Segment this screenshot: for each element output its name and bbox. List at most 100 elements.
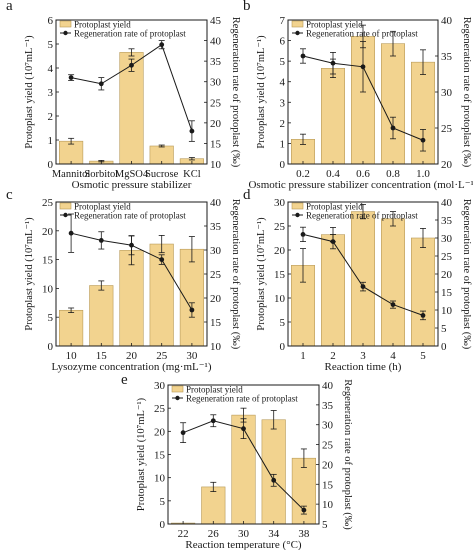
- chart-panel-b: 0 1 2 3 4 5 6 7 20 25 30 35 40 0.2 0.4 0.6 0.8 1.0Osmotic…: [243, 0, 473, 191]
- line-point-e-0: [180, 430, 186, 436]
- y-tick-label-b-4: 4: [280, 77, 286, 89]
- y2-tick-label-c-0: 10: [210, 341, 222, 353]
- x-tick-label-e-0: 22: [178, 528, 189, 540]
- y-axis-title-d: Protoplast yield (10⁷mL⁻¹): [256, 217, 267, 331]
- line-point-a-2: [129, 62, 134, 68]
- y2-tick-label-d-5: 25: [441, 251, 453, 263]
- y-tick-label-c-0: 0: [48, 341, 54, 353]
- x-axis-title-c: Lysozyme concentration (mg·mL⁻¹): [52, 361, 212, 373]
- y2-tick-label-c-1: 15: [210, 317, 222, 329]
- y-tick-label-d-0: 0: [280, 341, 286, 353]
- y-tick-label-d-6: 30: [274, 197, 286, 209]
- legend-bar-label-c: Protoplast yield: [74, 202, 131, 212]
- y-tick-label-e-3: 15: [154, 450, 166, 462]
- x-axis-title-b: Osmotic pressure stabilizer concentratio…: [248, 179, 473, 191]
- legend-bar-label-e: Protoplast yield: [186, 385, 243, 395]
- bar-c-1: [89, 285, 114, 347]
- y-tick-label-d-2: 10: [274, 293, 286, 305]
- x-tick-label-b-3: 0.8: [386, 168, 400, 180]
- y-tick-label-e-4: 20: [154, 426, 166, 438]
- x-axis-title-d: Reaction time (h): [325, 361, 402, 373]
- y-tick-label-e-6: 30: [154, 380, 166, 392]
- bar-error-d-4: [420, 227, 426, 249]
- y2-tick-label-d-4: 20: [441, 269, 453, 281]
- line-point-c-2: [129, 242, 134, 248]
- line-point-b-3: [390, 125, 396, 131]
- y2-tick-label-a-4: 30: [210, 77, 222, 89]
- panel-letter-e: e: [121, 372, 128, 388]
- y-tick-label-b-7: 7: [280, 15, 286, 27]
- x-tick-label-b-2: 0.6: [356, 168, 370, 180]
- chart-panel-e: 0 5 10 15 20 25 30 5 10 15 20 25 30 35 40 22 26 30 34 38Rea…: [121, 372, 353, 550]
- line-point-e-2: [241, 426, 246, 432]
- x-axis-title-e: Reaction temperature (°C): [185, 539, 302, 550]
- bar-error-d-3: [390, 211, 396, 227]
- y-tick-label-a-6: 6: [48, 15, 54, 27]
- legend-line-label-b: Regeneration rate of protoplast: [306, 29, 418, 39]
- bar-error-a-4: [188, 157, 195, 161]
- bar-d-2: [350, 211, 375, 347]
- y-tick-label-d-1: 5: [280, 317, 286, 329]
- y2-tick-label-c-3: 25: [210, 269, 222, 281]
- y-tick-label-b-0: 0: [280, 159, 286, 171]
- y2-tick-label-e-6: 35: [322, 400, 334, 412]
- y2-tick-label-a-1: 15: [210, 138, 222, 150]
- y-tick-label-e-0: 0: [160, 519, 166, 531]
- y2-tick-label-c-5: 35: [210, 221, 222, 233]
- y-axis-title-c: Protoplast yield (10⁷mL⁻¹): [24, 217, 35, 331]
- legend-line-label-d: Regeneration rate of protoplast: [306, 211, 418, 221]
- y-tick-label-b-1: 1: [280, 138, 286, 150]
- y2-tick-label-d-1: 5: [441, 323, 447, 335]
- x-tick-label-b-1: 0.4: [326, 168, 340, 180]
- y2-tick-label-b-4: 40: [441, 15, 453, 27]
- line-point-d-3: [390, 302, 396, 307]
- panel-letter-d: d: [243, 187, 251, 203]
- legend-bar-swatch-c: [59, 202, 72, 210]
- line-point-c-4: [189, 307, 195, 313]
- y2-tick-label-e-2: 15: [322, 479, 334, 491]
- bar-d-1: [320, 234, 345, 347]
- y2-axis-title-a: Regeneration rate of protoplast (‰): [230, 17, 241, 168]
- bar-error-a-0: [68, 137, 75, 145]
- panel-letter-a: a: [6, 0, 13, 14]
- y2-axis-title-b: Regeneration rate of protoplast (‰): [461, 17, 472, 168]
- bar-error-e-1: [210, 481, 217, 492]
- y2-tick-label-c-6: 40: [210, 197, 222, 209]
- y-tick-label-c-1: 5: [48, 312, 54, 324]
- x-tick-label-b-4: 1.0: [416, 168, 430, 180]
- line-point-e-4: [301, 507, 307, 513]
- y-tick-label-e-1: 5: [160, 496, 166, 508]
- bar-c-0: [59, 309, 84, 347]
- legend-line-marker-c: [63, 212, 68, 218]
- y-tick-label-a-2: 2: [48, 111, 54, 123]
- bar-c-4: [179, 248, 204, 347]
- x-axis-title-a: Osmotic pressure stabilizer: [72, 179, 192, 191]
- x-tick-label-d-3: 4: [390, 350, 396, 362]
- legend-bar-swatch-e: [171, 385, 184, 393]
- legend-bar-label-b: Protoplast yield: [306, 20, 363, 30]
- panel-letter-c: c: [6, 187, 13, 203]
- y2-tick-label-b-2: 30: [441, 87, 453, 99]
- y-tick-label-a-1: 1: [48, 135, 54, 147]
- y-tick-label-d-5: 25: [274, 221, 286, 233]
- bar-error-c-4: [188, 236, 195, 263]
- legend-bar-swatch-a: [59, 20, 72, 28]
- y-tick-label-b-2: 2: [280, 118, 286, 130]
- legend-line-marker-e: [175, 395, 180, 401]
- line-point-a-1: [98, 81, 104, 87]
- panel-letter-b: b: [243, 0, 251, 14]
- y2-tick-label-b-3: 35: [441, 51, 453, 63]
- y-tick-label-d-3: 15: [274, 269, 286, 281]
- y2-tick-label-e-1: 10: [322, 499, 334, 511]
- line-point-d-0: [300, 232, 306, 237]
- y-tick-label-d-4: 20: [274, 245, 286, 257]
- legend-line-marker-a: [63, 30, 68, 36]
- y2-tick-label-e-5: 30: [322, 420, 334, 432]
- bar-e-1: [201, 486, 226, 525]
- chart-panel-d: 0 5 10 15 20 25 30 0 5 10 15 20 25 30 35 40 1 2 3 4 5 Reactio…: [243, 187, 472, 373]
